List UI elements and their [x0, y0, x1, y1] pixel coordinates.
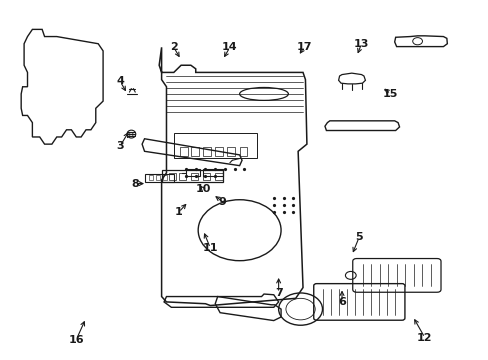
Text: 16: 16 [68, 334, 84, 345]
Text: 7: 7 [274, 288, 282, 298]
Text: 14: 14 [222, 42, 237, 52]
Bar [227, 147, 235, 156]
Text: 13: 13 [353, 39, 368, 49]
Bar [168, 173, 176, 180]
Text: ⚙: ⚙ [127, 132, 134, 138]
Text: 2: 2 [169, 42, 177, 52]
Text: 3: 3 [116, 141, 124, 151]
Bar [178, 173, 185, 180]
Text: 17: 17 [296, 42, 311, 52]
Text: 10: 10 [195, 184, 210, 194]
Bar [144, 174, 173, 182]
Text: 12: 12 [416, 333, 432, 343]
Text: 8: 8 [131, 179, 139, 189]
Text: 15: 15 [382, 89, 398, 99]
Bar [156, 175, 159, 180]
Text: 9: 9 [218, 197, 226, 207]
Bar [215, 147, 223, 156]
Bar [161, 170, 222, 182]
Bar [239, 147, 247, 156]
Bar [190, 147, 198, 156]
Bar [180, 147, 187, 156]
Bar [203, 173, 210, 180]
Bar [163, 175, 166, 180]
Bar [173, 134, 256, 158]
Text: 11: 11 [202, 243, 218, 253]
Text: 6: 6 [337, 297, 345, 307]
Bar [190, 173, 198, 180]
Text: 4: 4 [116, 76, 124, 86]
Text: 5: 5 [355, 232, 362, 242]
Bar [203, 147, 210, 156]
Bar [215, 173, 222, 180]
Text: 1: 1 [174, 207, 182, 217]
Bar [149, 175, 153, 180]
